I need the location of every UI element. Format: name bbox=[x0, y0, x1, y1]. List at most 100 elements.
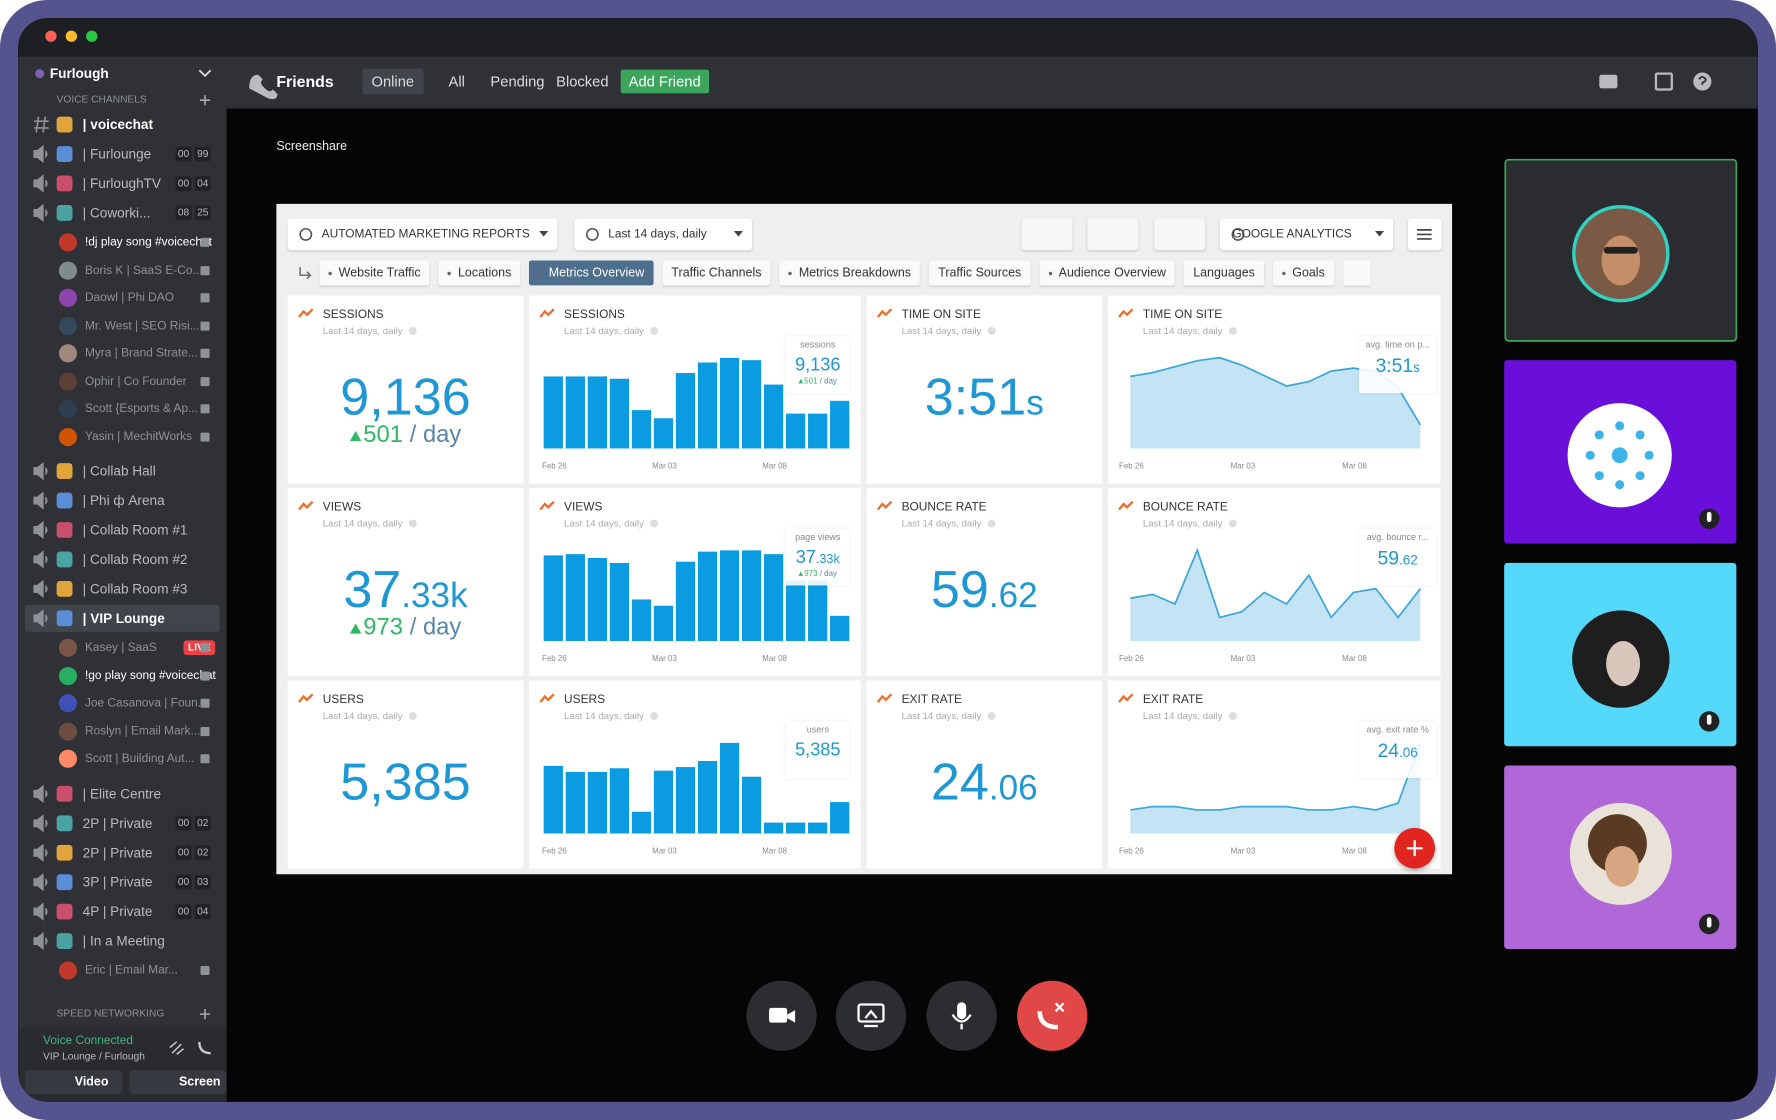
widget-icon bbox=[298, 308, 314, 318]
area-chart bbox=[1130, 547, 1422, 641]
channel-name[interactable]: | In a Meeting bbox=[82, 932, 165, 949]
select-label: GOOGLE ANALYTICS bbox=[1232, 227, 1352, 241]
widget-title: BOUNCE RATE bbox=[901, 500, 987, 514]
max-dot[interactable] bbox=[86, 30, 98, 42]
dashboard-tab[interactable]: Goals bbox=[1272, 260, 1334, 286]
emoji-icon bbox=[56, 873, 73, 890]
widget-subtitle: Last 14 days, daily bbox=[323, 326, 417, 336]
select[interactable]: AUTOMATED MARKETING REPORTS bbox=[287, 218, 558, 251]
inbox-icon[interactable] bbox=[1654, 72, 1673, 91]
emoji-icon bbox=[56, 903, 73, 919]
add-tab[interactable] bbox=[1342, 260, 1371, 286]
dashboard-tab[interactable]: Traffic Channels bbox=[662, 260, 771, 286]
icon-button[interactable] bbox=[1087, 218, 1139, 251]
channel-name[interactable]: | VIP Lounge bbox=[82, 610, 165, 627]
top-tab[interactable]: Pending bbox=[490, 73, 545, 91]
mic-badge bbox=[1698, 508, 1720, 935]
new-dm-icon[interactable] bbox=[1599, 74, 1618, 89]
top-tab[interactable]: All bbox=[448, 73, 465, 91]
bar bbox=[543, 555, 563, 641]
tab-row: Website Traffic Locations Metrics Overview… bbox=[319, 260, 1429, 286]
zigzag bbox=[539, 500, 555, 511]
widget: USERS Last 14 days, daily 5,385 bbox=[287, 680, 524, 869]
dashboard-tab[interactable]: Traffic Sources bbox=[929, 260, 1031, 286]
widget-subtitle: Last 14 days, daily bbox=[902, 711, 996, 721]
close-dot[interactable] bbox=[45, 30, 57, 42]
hangup-button[interactable] bbox=[1017, 980, 1088, 1051]
channel-icon bbox=[33, 901, 73, 921]
tooltip-value: 9,136 bbox=[786, 356, 849, 375]
x-tick-label: Feb 26 bbox=[1119, 655, 1144, 664]
select[interactable]: GOOGLE ANALYTICS bbox=[1219, 218, 1394, 251]
button-label[interactable]: Video bbox=[74, 1074, 109, 1089]
bar bbox=[565, 376, 585, 449]
icon bbox=[1231, 227, 1245, 241]
channel-name[interactable]: | Furlounge bbox=[82, 146, 152, 162]
channel-name[interactable]: | FurloughTV bbox=[82, 175, 162, 192]
speaker-icon bbox=[33, 901, 48, 921]
dashboard-tab[interactable]: Metrics Overview bbox=[529, 260, 654, 286]
zigzag bbox=[539, 308, 555, 318]
x-tick-label: Mar 03 bbox=[652, 462, 677, 471]
x-tick-label: Mar 08 bbox=[1342, 847, 1367, 856]
dashboard-tab[interactable]: Website Traffic bbox=[319, 260, 430, 286]
server-chevron[interactable] bbox=[198, 69, 212, 78]
add-widget-button[interactable] bbox=[1394, 827, 1436, 869]
dashboard-tab[interactable]: Languages bbox=[1184, 260, 1264, 286]
emoji-icon bbox=[56, 932, 73, 949]
noise-icon[interactable] bbox=[169, 1041, 184, 1055]
channel-name[interactable]: | Collab Hall bbox=[82, 463, 156, 480]
server-name[interactable]: Furlough bbox=[49, 65, 109, 82]
channel-name[interactable]: | Coworki... bbox=[82, 204, 151, 221]
disconnect-icon[interactable] bbox=[198, 1041, 211, 1055]
menu-button[interactable] bbox=[1407, 218, 1442, 251]
channel-icon bbox=[33, 144, 73, 164]
channel-name[interactable]: 2P | Private bbox=[82, 814, 153, 831]
top-tab[interactable]: Online bbox=[362, 68, 424, 95]
widget-title: TIME ON SITE bbox=[1142, 307, 1223, 322]
widget-icon bbox=[876, 693, 893, 703]
button-label[interactable]: Screen bbox=[178, 1074, 221, 1089]
change: 501 bbox=[804, 377, 818, 386]
channel-badge: 00 bbox=[175, 844, 192, 860]
min-dot[interactable] bbox=[65, 30, 78, 42]
icon-button[interactable] bbox=[1021, 218, 1073, 251]
user-avatar bbox=[58, 372, 78, 391]
panel-button[interactable]: Video bbox=[24, 1070, 123, 1094]
top-bar bbox=[226, 56, 1758, 109]
channel-name[interactable]: | Collab Room #2 bbox=[82, 551, 188, 568]
channel-name[interactable]: | voicechat bbox=[82, 116, 153, 133]
add-channel[interactable] bbox=[199, 95, 211, 106]
screen-button[interactable] bbox=[835, 980, 907, 1051]
user-name: Ophir | Co Founder bbox=[84, 373, 187, 388]
channel-name[interactable]: 2P | Private bbox=[82, 844, 153, 861]
dashboard-tab[interactable]: Locations bbox=[438, 260, 521, 286]
tooltip: avg. exit rate % 24.06 bbox=[1359, 721, 1437, 778]
select[interactable]: Last 14 days, daily bbox=[574, 218, 753, 251]
dashboard-tab[interactable]: Metrics Breakdowns bbox=[779, 260, 921, 286]
add-channel[interactable] bbox=[199, 1009, 211, 1020]
channel-name[interactable]: | Elite Centre bbox=[82, 785, 162, 802]
channel-name[interactable]: | Collab Room #3 bbox=[82, 580, 188, 597]
channel-icon bbox=[33, 491, 73, 510]
user-status-icon bbox=[200, 754, 210, 764]
glyph bbox=[299, 227, 313, 241]
dashboard-tab[interactable]: Audience Overview bbox=[1039, 260, 1176, 286]
add-friend[interactable]: Add Friend bbox=[620, 69, 709, 94]
big-value: 59.62 bbox=[866, 563, 1102, 615]
top-tab[interactable]: Blocked bbox=[556, 73, 609, 91]
channel-name[interactable]: | Phi ф Arena bbox=[82, 492, 165, 509]
widget-subtitle: Last 14 days, daily bbox=[902, 326, 996, 336]
widget-icon bbox=[1118, 693, 1134, 703]
triangle bbox=[798, 571, 804, 577]
big-value: 24.06 bbox=[866, 755, 1102, 807]
channel-name[interactable]: 3P | Private bbox=[82, 873, 153, 890]
channel-name[interactable]: 4P | Private bbox=[82, 903, 153, 919]
bar bbox=[697, 761, 718, 834]
panel-button[interactable]: Screen bbox=[129, 1070, 227, 1094]
icon-button[interactable] bbox=[1154, 218, 1206, 251]
channel-name[interactable]: | Collab Room #1 bbox=[82, 522, 188, 538]
bar bbox=[653, 418, 674, 449]
channel-icon bbox=[33, 203, 73, 223]
help-icon[interactable] bbox=[1693, 72, 1712, 91]
